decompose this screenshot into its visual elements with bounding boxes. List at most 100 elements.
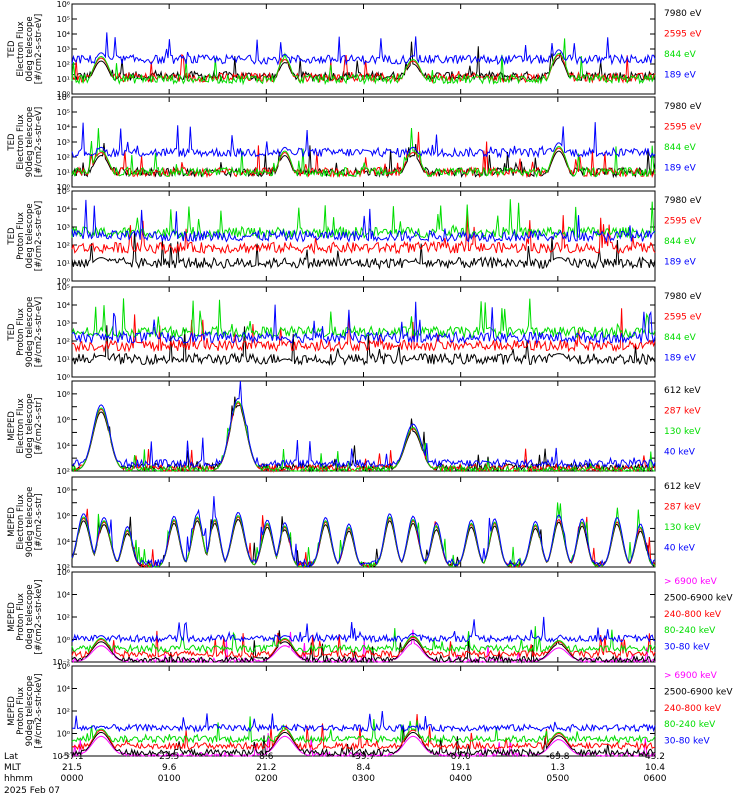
y-axis-label: Electron Flux xyxy=(16,494,26,549)
legend-entry: 240-800 keV xyxy=(664,610,722,620)
series-trace-blue xyxy=(71,301,656,345)
y-axis-label: [#/cm2-s-str-keV] xyxy=(34,580,44,655)
series-trace-blue xyxy=(71,32,656,66)
legend-entry: > 6900 keV xyxy=(664,577,718,587)
y-tick-label: 10² xyxy=(57,153,70,162)
y-tick-label: 10⁰ xyxy=(57,730,70,739)
y-tick-label: 10² xyxy=(57,241,70,250)
y-axis-label: [#/cm2-s-str] xyxy=(34,494,44,551)
y-tick-label: 10² xyxy=(57,60,70,69)
y-axis-label: Proton Flux xyxy=(16,687,26,735)
footer-mlt-value: 19.1 xyxy=(451,763,471,773)
y-tick-label: 10⁵ xyxy=(57,108,70,117)
legend-entry: 40 keV xyxy=(664,544,696,554)
series-trace-green xyxy=(71,199,656,240)
legend-entry: 612 keV xyxy=(664,386,701,396)
series-trace-red xyxy=(71,630,656,659)
footer-hhmm-value: 0100 xyxy=(158,774,181,784)
y-tick-label: 10² xyxy=(57,707,70,716)
y-axis-label: Proton Flux xyxy=(16,212,26,260)
legend-entry: 844 eV xyxy=(664,143,697,153)
legend-entry: 287 keV xyxy=(664,407,701,417)
footer-lat-value: -57.1 xyxy=(60,752,83,762)
series-trace-red xyxy=(71,214,656,255)
footer-lat-value: 67.0 xyxy=(451,752,471,762)
y-tick-label: 10¹ xyxy=(57,259,70,268)
y-axis-label: 90deg telescope xyxy=(25,676,35,747)
y-axis-label: 0deg telescope xyxy=(25,584,35,649)
y-tick-label: 10⁶ xyxy=(57,662,70,671)
y-axis-label: Electron Flux xyxy=(16,398,26,453)
legend-entry: 2500-6900 keV xyxy=(664,593,733,603)
y-tick-label: 10¹ xyxy=(57,75,70,84)
legend-entry: 7980 eV xyxy=(664,196,702,206)
legend-entry: 7980 eV xyxy=(664,9,702,19)
legend-entry: 2595 eV xyxy=(664,30,702,40)
y-tick-label: 10⁶ xyxy=(57,93,70,102)
y-axis-label: [#/cm2-s-str-eV] xyxy=(34,107,44,177)
footer-mlt-value: 10.4 xyxy=(645,763,665,773)
footer-lat-value: -69.8 xyxy=(546,752,570,762)
series-trace-black xyxy=(71,725,656,758)
footer-time-label: hhmm xyxy=(4,774,33,784)
series-trace-green xyxy=(71,38,656,86)
y-tick-label: 10⁶ xyxy=(57,0,70,9)
legend-entry: 80-240 keV xyxy=(664,626,716,636)
panel-frame-5 xyxy=(71,380,656,472)
legend-entry: 189 eV xyxy=(664,164,697,174)
series-trace-blue xyxy=(71,199,656,244)
y-axis-label: 90deg telescope xyxy=(25,107,35,178)
footer-lat-value: 45.2 xyxy=(645,752,665,762)
legend-entry: 80-240 keV xyxy=(664,720,716,730)
series-trace-blue xyxy=(71,122,656,159)
y-tick-label: 10² xyxy=(57,613,70,622)
legend-entry: 2500-6900 keV xyxy=(664,687,733,697)
y-tick-label: 10¹ xyxy=(57,355,70,364)
series-trace-green xyxy=(71,298,656,340)
footer-mlt-value: 9.6 xyxy=(162,763,177,773)
footer-lat-label: Lat xyxy=(4,752,19,762)
y-tick-label: 10⁰ xyxy=(57,636,70,645)
legend-entry: > 6900 keV xyxy=(664,671,718,681)
footer-hhmm-value: 0200 xyxy=(255,774,278,784)
legend-entry: 844 eV xyxy=(664,333,697,343)
legend-entry: 240-800 keV xyxy=(664,704,722,714)
y-tick-label: 10³ xyxy=(57,138,70,147)
y-tick-label: 10⁶ xyxy=(57,568,70,577)
legend-entry: 189 eV xyxy=(664,354,697,364)
series-trace-blue xyxy=(71,616,656,644)
y-tick-label: 10⁰ xyxy=(57,277,70,286)
footer-mlt-value: 1.3 xyxy=(551,763,565,773)
y-axis-label: [#/cm2-s-str-eV] xyxy=(34,297,44,367)
series-trace-red xyxy=(71,508,656,569)
y-axis-label: TED xyxy=(7,40,17,59)
legend-entry: 189 eV xyxy=(664,258,697,268)
y-tick-label: 10² xyxy=(57,467,70,476)
series-trace-blue xyxy=(72,710,656,734)
legend-entry: 130 keV xyxy=(664,523,701,533)
y-tick-label: 10⁴ xyxy=(57,591,70,600)
footer-hhmm-value: 0400 xyxy=(449,774,472,784)
y-axis-label: TED xyxy=(7,133,17,152)
y-tick-label: 10⁸ xyxy=(57,390,70,399)
legend-entry: 2595 eV xyxy=(664,217,702,227)
y-axis-label: Electron Flux xyxy=(16,114,26,169)
y-tick-label: 10¹ xyxy=(57,168,70,177)
y-tick-label: 10⁶ xyxy=(57,416,70,425)
y-tick-label: 10⁰ xyxy=(57,90,70,99)
footer-lat-value: 8.6 xyxy=(259,752,274,762)
footer-hhmm-value: 0300 xyxy=(352,774,375,784)
y-axis-label: TED xyxy=(7,227,17,246)
y-tick-label: 10⁻² xyxy=(52,658,70,667)
footer-hhmm-value: 0600 xyxy=(644,774,667,784)
y-tick-label: 10⁴ xyxy=(57,685,70,694)
y-axis-label: 0deg telescope xyxy=(25,203,35,268)
footer-lat-value: -39.7 xyxy=(352,752,375,762)
legend-entry: 612 keV xyxy=(664,482,701,492)
y-axis-label: [#/cm2-s-str-eV] xyxy=(34,14,44,84)
series-trace-green xyxy=(71,502,656,569)
legend-entry: 30-80 keV xyxy=(664,737,710,747)
y-axis-label: TED xyxy=(7,323,17,342)
